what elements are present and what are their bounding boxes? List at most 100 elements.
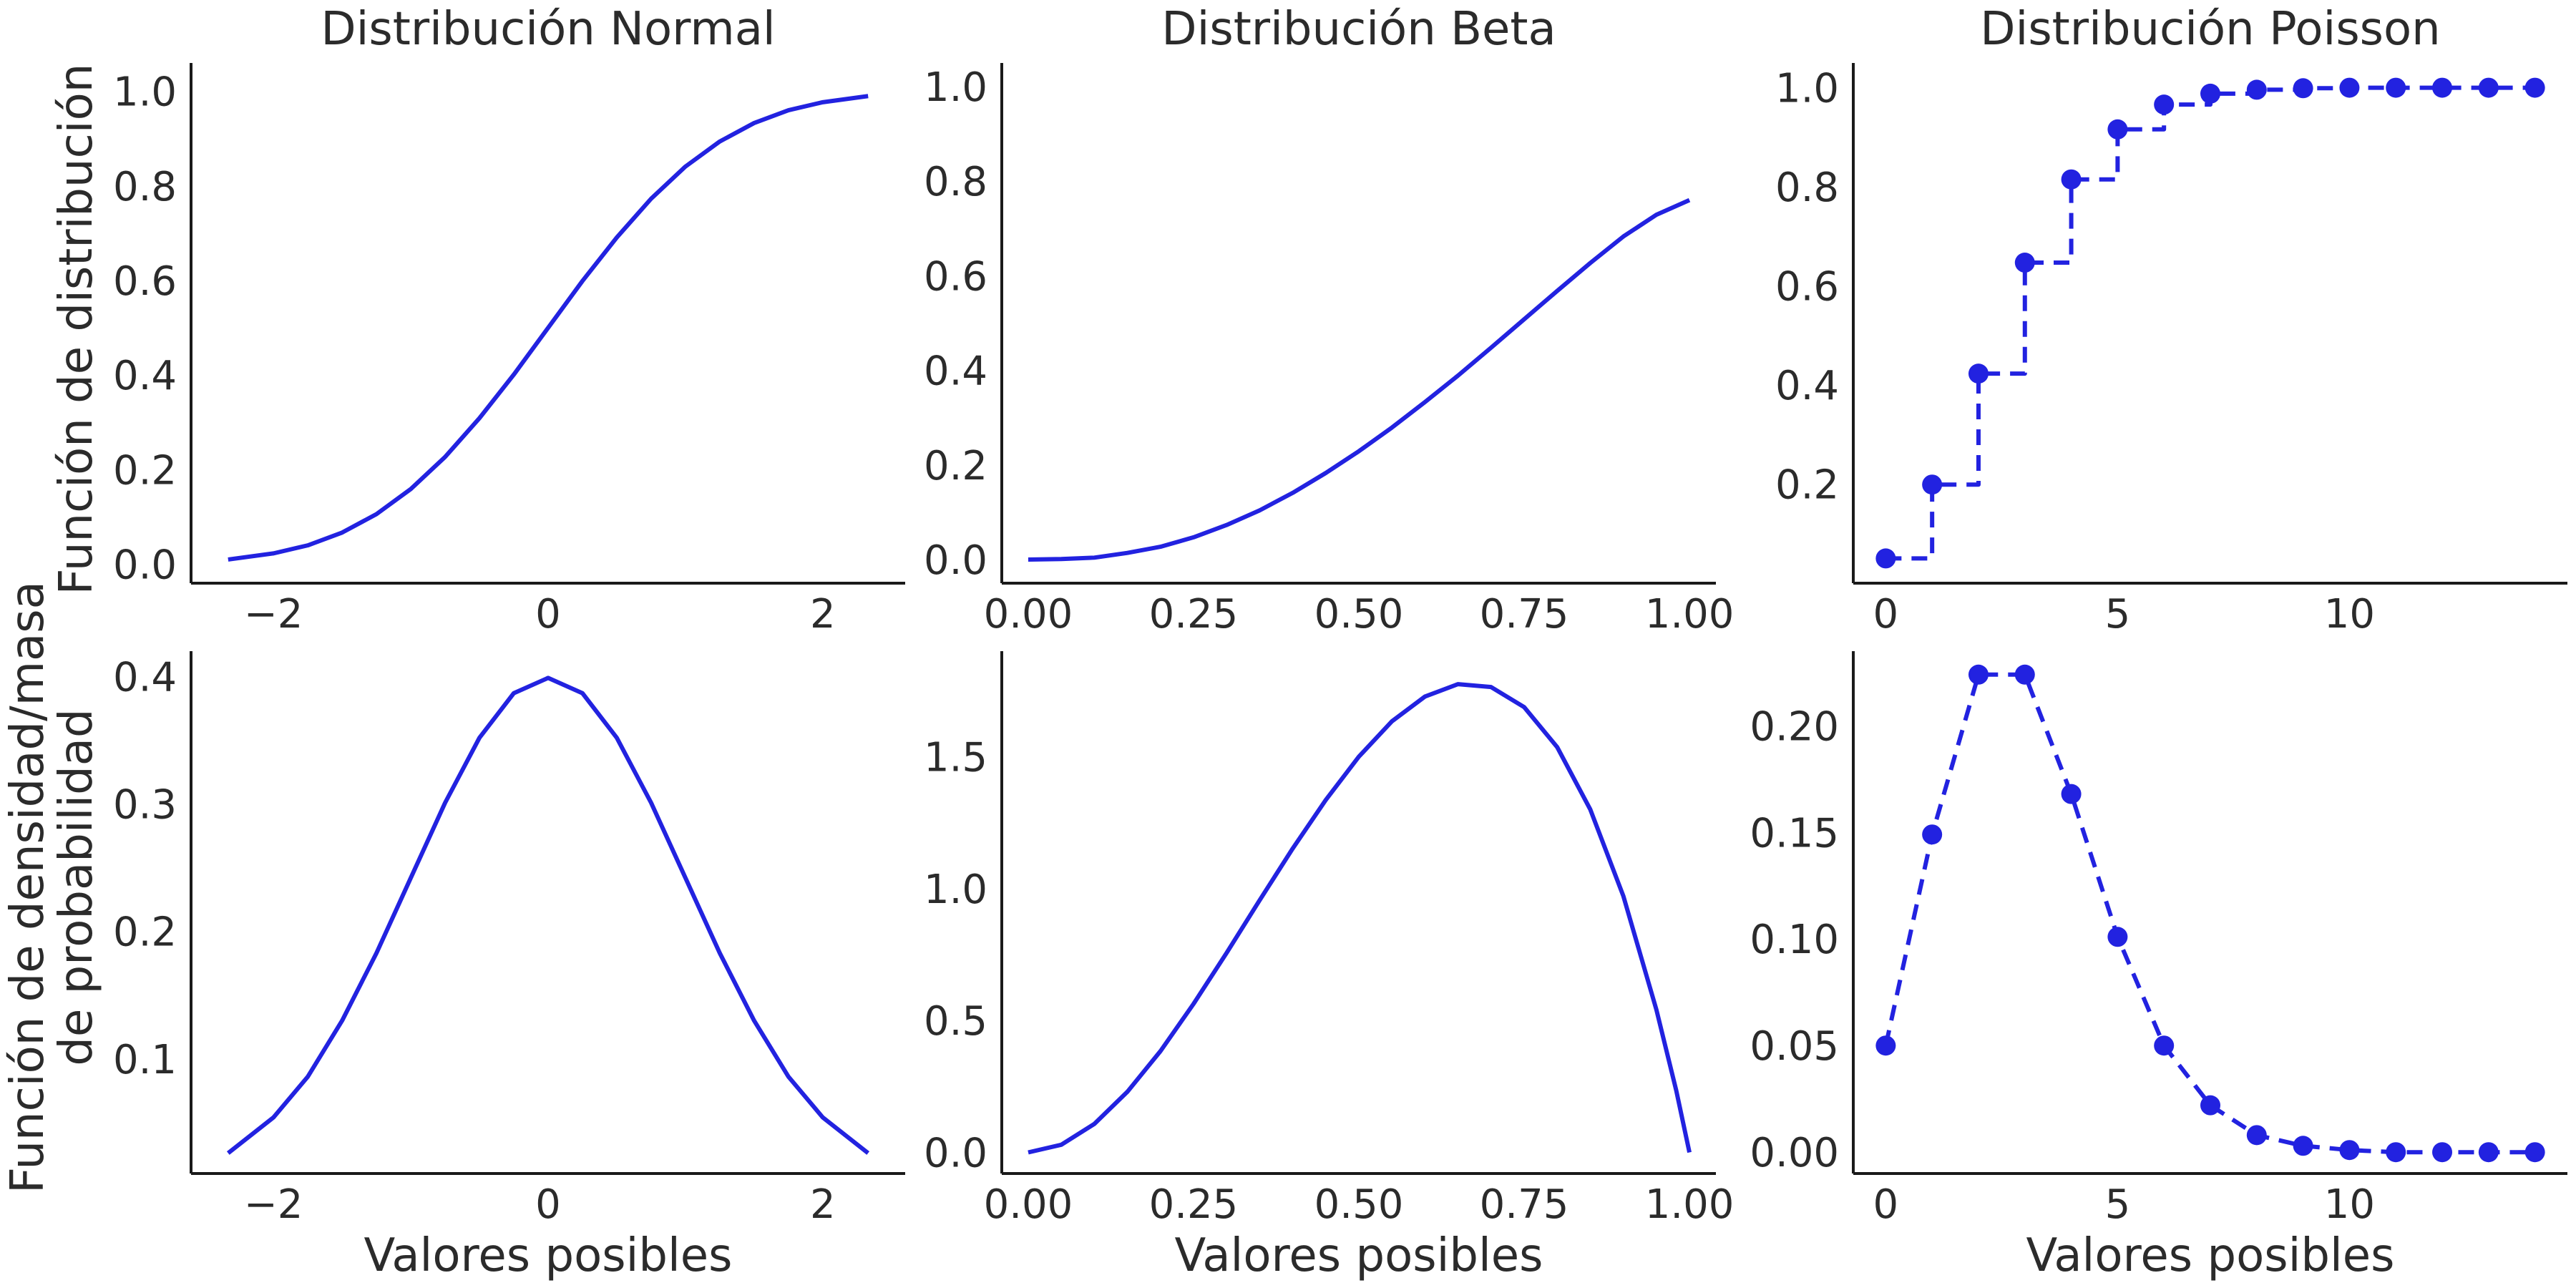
data-point [1875, 548, 1896, 569]
y-tick-label: 0.05 [1750, 1023, 1839, 1070]
x-axis-label: Valores posibles [2026, 1229, 2395, 1282]
y-tick-label: 0.2 [113, 447, 177, 494]
y-tick-label: 0.0 [924, 1131, 987, 1177]
y-tick-label: 1.0 [113, 69, 177, 116]
y-tick-label: 0.4 [924, 348, 987, 395]
x-tick-label: 0.50 [1314, 591, 1404, 638]
panel-normal-pdf: Valores posibles −2 0 2 0.1 0.2 0.3 0.4 [113, 651, 905, 1282]
data-point [2339, 1140, 2360, 1161]
data-point [2246, 1125, 2267, 1146]
data-point [2524, 77, 2545, 98]
data-point [1922, 824, 1943, 845]
data-point [2061, 169, 2082, 190]
data-point [2293, 1136, 2313, 1156]
data-point [1968, 664, 1989, 685]
x-tick-label: 0 [1873, 591, 1899, 638]
panel-poisson-pmf: Valores posibles 0 5 10 0.00 0.05 0.10 0.15 0.20 [1750, 651, 2567, 1282]
x-tick-label: 0 [535, 1181, 561, 1228]
data-point [2524, 1142, 2545, 1163]
panel-title: Distribución Poisson [1980, 3, 2440, 56]
x-tick-label: 2 [810, 591, 836, 638]
panel-title: Distribución Normal [321, 3, 775, 56]
data-point [1875, 1035, 1896, 1056]
y-tick-label: 0.4 [113, 655, 177, 701]
series-line [228, 94, 869, 562]
x-tick-label: −2 [244, 591, 303, 638]
y-tick-label: 0.2 [1775, 462, 1839, 509]
panel-normal-cdf: Distribución Normal −2 0 2 0.0 0.2 0.4 0.6 0.8 1.… [113, 3, 905, 638]
panel-title: Distribución Beta [1161, 3, 1556, 56]
data-point [2293, 78, 2313, 99]
x-axis-label: Valores posibles [1175, 1229, 1543, 1282]
y-tick-label: 0.00 [1750, 1130, 1839, 1176]
data-point [2154, 1035, 2175, 1056]
y-tick-label: 0.4 [1775, 363, 1839, 409]
x-axis-label: Valores posibles [364, 1229, 733, 1282]
data-point [2339, 77, 2360, 98]
data-point [2107, 119, 2128, 140]
y-tick-label: 1.5 [924, 734, 987, 781]
data-point [2200, 1095, 2220, 1116]
x-tick-label: 0.75 [1480, 591, 1569, 638]
x-tick-label: 0.25 [1149, 1181, 1239, 1228]
x-tick-label: 1.00 [1645, 591, 1735, 638]
data-point [2478, 1142, 2499, 1163]
x-tick-label: 10 [2324, 1181, 2375, 1228]
y-tick-label: 1.0 [924, 867, 987, 913]
x-tick-label: 2 [810, 1181, 836, 1228]
y-tick-label: 0.5 [924, 998, 987, 1045]
y-tick-label: 0.8 [1775, 165, 1839, 211]
x-tick-label: 0.75 [1480, 1181, 1569, 1228]
data-point [2478, 77, 2499, 98]
row-label-pdf-line1: Función de densidad/masa [1, 581, 54, 1194]
data-point [2432, 1142, 2453, 1163]
data-point [2154, 94, 2175, 115]
data-point [2246, 79, 2267, 100]
data-point [2386, 77, 2406, 98]
y-tick-label: 0.1 [113, 1037, 177, 1083]
x-tick-label: 0 [535, 591, 561, 638]
data-point [2386, 1142, 2406, 1163]
data-point [2200, 83, 2220, 104]
row-label-pdf-line2: de probabilidad [50, 708, 103, 1065]
panel-beta-cdf: Distribución Beta 0.00 0.25 0.50 0.75 1.00 0.0… [924, 3, 1734, 638]
series-line [226, 675, 870, 1155]
y-tick-label: 0.8 [924, 159, 987, 205]
y-tick-label: 0.0 [113, 542, 177, 589]
series-line [1883, 672, 2535, 1155]
x-tick-label: 0.25 [1149, 591, 1239, 638]
y-tick-label: 0.4 [113, 353, 177, 399]
x-tick-label: −2 [244, 1181, 303, 1228]
y-tick-label: 0.3 [113, 782, 177, 829]
y-tick-label: 0.2 [113, 909, 177, 956]
data-point [2014, 253, 2035, 273]
series-line [1885, 85, 2535, 561]
y-tick-label: 0.8 [113, 164, 177, 210]
series-line [1028, 682, 1692, 1155]
x-tick-label: 5 [2105, 1181, 2131, 1228]
panel-beta-pdf: Valores posibles 0.00 0.25 0.50 0.75 1.00 0.0 0… [924, 651, 1734, 1282]
y-tick-label: 0.2 [924, 443, 987, 489]
x-tick-label: 1.00 [1645, 1181, 1735, 1228]
x-tick-label: 0.00 [984, 1181, 1073, 1228]
y-tick-label: 1.0 [924, 64, 987, 111]
data-point [2061, 784, 2082, 804]
y-tick-label: 0.10 [1750, 917, 1839, 963]
y-tick-label: 0.6 [924, 253, 987, 300]
series-line [1028, 197, 1691, 562]
y-tick-label: 0.0 [924, 537, 987, 584]
x-tick-label: 5 [2105, 591, 2131, 638]
x-tick-label: 0.50 [1314, 1181, 1404, 1228]
y-tick-label: 1.0 [1775, 66, 1839, 112]
data-point [2014, 664, 2035, 685]
y-tick-label: 0.15 [1750, 810, 1839, 857]
x-tick-label: 0.00 [984, 591, 1073, 638]
y-tick-label: 0.6 [113, 258, 177, 305]
y-tick-label: 0.20 [1750, 703, 1839, 750]
x-tick-label: 10 [2324, 591, 2375, 638]
row-label-cdf: Función de distribución [50, 64, 103, 595]
data-point [2432, 77, 2453, 98]
panel-poisson-cdf: Distribución Poisson 0 5 10 0.2 0.4 0.6 0.8 1.0 [1775, 3, 2567, 638]
data-point [1968, 364, 1989, 384]
